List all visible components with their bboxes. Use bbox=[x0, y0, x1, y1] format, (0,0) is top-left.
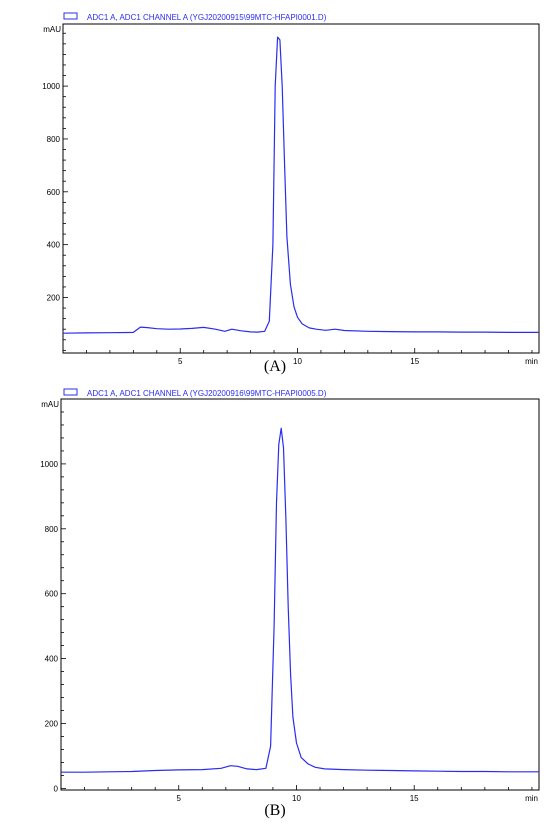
x-unit-label: min bbox=[525, 794, 538, 803]
caption-b: (B) bbox=[264, 802, 286, 819]
y-tick-label: 600 bbox=[45, 590, 59, 599]
x-tick-label: 15 bbox=[410, 357, 419, 366]
y-tick-label: 0 bbox=[54, 784, 59, 793]
x-unit-label: min bbox=[525, 357, 538, 366]
plot-frame bbox=[62, 23, 540, 354]
x-tick-label: 10 bbox=[292, 794, 301, 803]
chromatogram-panel-a: ADC1 A, ADC1 CHANNEL A (YGJ20200915\99MT… bbox=[11, 2, 540, 366]
x-tick-label: 15 bbox=[410, 794, 419, 803]
y-tick-label: 200 bbox=[45, 719, 59, 728]
legend-label: ADC1 A, ADC1 CHANNEL A (YGJ20200916\99MT… bbox=[87, 389, 327, 398]
chromatogram-a-svg: ADC1 A, ADC1 CHANNEL A (YGJ20200915\99MT… bbox=[42, 12, 540, 366]
plot-frame bbox=[60, 398, 540, 791]
y-unit-label: mAU bbox=[41, 400, 59, 409]
legend-label: ADC1 A, ADC1 CHANNEL A (YGJ20200915\99MT… bbox=[87, 13, 327, 22]
y-tick-label: 1000 bbox=[40, 460, 58, 469]
x-tick-label: 10 bbox=[293, 357, 302, 366]
legend-swatch bbox=[63, 12, 78, 20]
y-tick-label: 400 bbox=[47, 241, 61, 250]
chromatogram-b-svg: ADC1 A, ADC1 CHANNEL A (YGJ20200916\99MT… bbox=[40, 388, 540, 803]
chromatogram-panel-b: ADC1 A, ADC1 CHANNEL A (YGJ20200916\99MT… bbox=[11, 378, 540, 804]
y-tick-label: 600 bbox=[47, 188, 61, 197]
y-tick-label: 400 bbox=[45, 655, 59, 664]
x-tick-label: 5 bbox=[178, 357, 183, 366]
y-tick-label: 1000 bbox=[42, 82, 60, 91]
y-unit-label: mAU bbox=[43, 25, 61, 34]
y-tick-label: 800 bbox=[45, 525, 59, 534]
x-tick-label: 5 bbox=[177, 794, 182, 803]
y-tick-label: 200 bbox=[47, 294, 61, 303]
caption-a: (A) bbox=[263, 358, 287, 375]
y-tick-label: 800 bbox=[47, 135, 61, 144]
chromatogram-trace bbox=[62, 36, 539, 334]
legend-swatch bbox=[63, 388, 78, 396]
chromatogram-trace bbox=[61, 427, 539, 773]
